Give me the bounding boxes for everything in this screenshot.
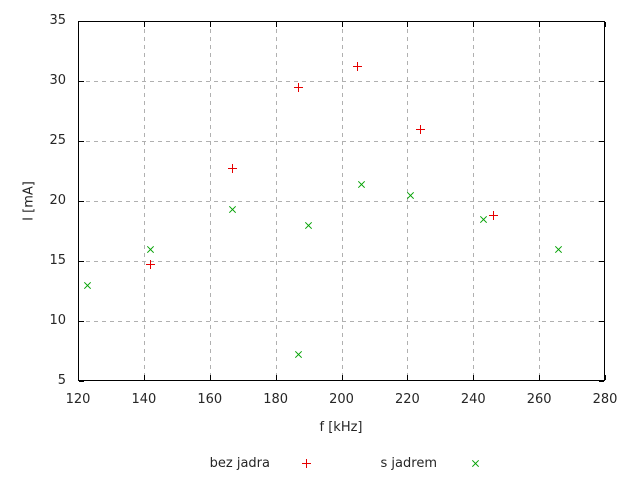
y-tick-mark-right: [599, 261, 604, 262]
x-tick-mark-top: [78, 22, 79, 27]
y-tick-label: 20: [49, 193, 66, 208]
gridline-horizontal: [78, 321, 605, 322]
y-tick-mark-right: [599, 21, 604, 22]
gridline-horizontal: [78, 261, 605, 262]
legend-label-bez-jadra: bez jadra: [209, 456, 270, 471]
x-tick-label: 220: [394, 392, 420, 407]
data-point-plus: [145, 260, 155, 270]
gridline-horizontal: [78, 201, 605, 202]
data-point-plus: [488, 210, 498, 220]
y-tick-mark-left: [79, 201, 84, 202]
y-tick-mark-right: [599, 81, 604, 82]
y-tick-mark-left: [79, 81, 84, 82]
x-tick-mark-bottom: [143, 375, 145, 380]
x-tick-label: 180: [263, 392, 289, 407]
x-tick-mark-top: [407, 22, 409, 27]
y-tick-mark-left: [79, 21, 84, 22]
data-point-cross: [554, 245, 563, 254]
y-tick-mark-right: [599, 201, 604, 202]
data-point-cross: [357, 180, 366, 189]
x-tick-mark-top: [473, 22, 475, 27]
y-tick-label: 25: [49, 133, 66, 148]
x-tick-label: 160: [197, 392, 223, 407]
x-tick-mark-bottom: [275, 375, 277, 380]
data-point-plus: [416, 124, 426, 134]
x-tick-mark-top: [539, 22, 541, 27]
legend-plus-marker-icon: [302, 459, 311, 468]
data-point-cross: [294, 350, 303, 359]
x-tick-label: 120: [65, 392, 91, 407]
legend-label-s-jadrem: s jadrem: [380, 456, 437, 471]
x-tick-mark-top: [605, 22, 606, 27]
data-point-cross: [406, 191, 415, 200]
y-tick-mark-right: [599, 321, 604, 322]
data-point-cross: [146, 245, 155, 254]
data-point-plus: [353, 62, 363, 72]
y-tick-mark-left: [79, 261, 84, 262]
x-tick-label: 260: [526, 392, 552, 407]
x-tick-mark-bottom: [341, 375, 343, 380]
gridline-horizontal: [78, 141, 605, 142]
x-tick-mark-bottom: [605, 375, 606, 380]
y-tick-label: 5: [57, 373, 66, 388]
y-tick-mark-right: [599, 381, 604, 382]
y-tick-label: 35: [49, 13, 66, 28]
data-point-cross: [479, 215, 488, 224]
y-tick-label: 15: [49, 253, 66, 268]
gridline-horizontal: [78, 81, 605, 82]
y-tick-label: 10: [49, 313, 66, 328]
x-tick-mark-top: [341, 22, 343, 27]
data-point-cross: [304, 221, 313, 230]
y-tick-mark-left: [79, 321, 84, 322]
x-axis-title: f [kHz]: [319, 420, 363, 435]
y-tick-label: 30: [49, 73, 66, 88]
data-point-plus: [228, 164, 238, 174]
data-point-cross: [228, 205, 237, 214]
x-tick-mark-bottom: [78, 375, 79, 380]
data-point-cross: [83, 281, 92, 290]
x-tick-label: 200: [329, 392, 354, 407]
x-tick-label: 140: [131, 392, 157, 407]
x-tick-mark-bottom: [539, 375, 541, 380]
legend-cross-marker-icon: [471, 459, 480, 468]
x-tick-mark-top: [209, 22, 211, 27]
x-tick-mark-bottom: [473, 375, 475, 380]
y-tick-mark-left: [79, 381, 84, 382]
data-point-plus: [294, 82, 304, 92]
y-tick-mark-left: [79, 141, 84, 142]
y-tick-mark-right: [599, 141, 604, 142]
x-tick-mark-bottom: [407, 375, 409, 380]
x-tick-label: 240: [460, 392, 486, 407]
x-tick-mark-bottom: [209, 375, 211, 380]
x-tick-mark-top: [143, 22, 145, 27]
x-tick-label: 280: [592, 392, 618, 407]
x-tick-mark-top: [275, 22, 277, 27]
